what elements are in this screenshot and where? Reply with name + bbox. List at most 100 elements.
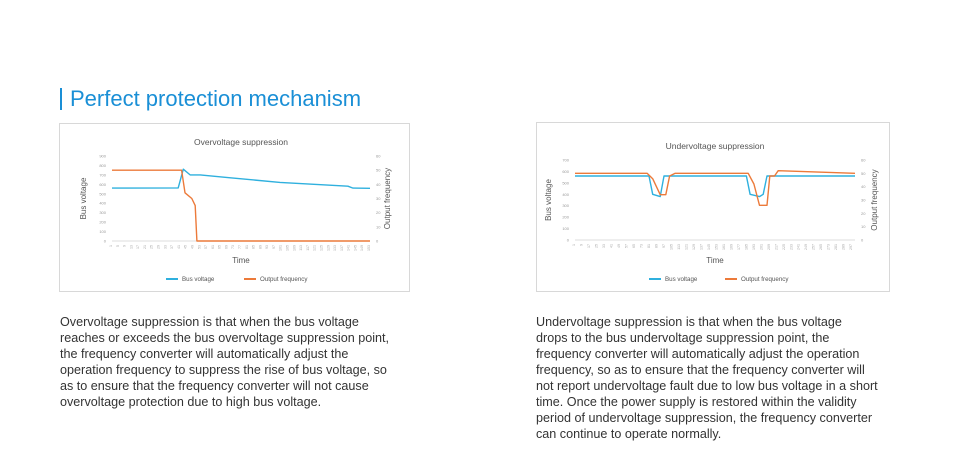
chart-title: Undervoltage suppression [666, 141, 765, 151]
x-tick-label: 281 [834, 244, 838, 250]
x-tick-label: 1 [572, 244, 576, 246]
x-tick-label: 9 [579, 244, 583, 246]
x-tick-label: 121 [684, 244, 688, 250]
y-tick-label: 200 [99, 220, 106, 225]
legend-entry: Bus voltage [182, 276, 215, 283]
x-tick-label: 5 [116, 245, 120, 247]
x-tick-label: 69 [224, 245, 228, 249]
x-tick-label: 225 [782, 244, 786, 250]
y-tick-label: 400 [562, 192, 569, 197]
x-tick-label: 249 [804, 244, 808, 250]
y-tick-label: 900 [99, 154, 106, 159]
y2-tick-label: 0 [376, 239, 379, 244]
x-tick-label: 185 [744, 244, 748, 250]
x-tick-label: 241 [797, 244, 801, 250]
x-tick-label: 145 [353, 245, 357, 251]
legend-entry: Bus voltage [665, 276, 698, 283]
x-tick-label: 9 [123, 245, 127, 247]
x-tick-label: 45 [184, 245, 188, 249]
overvoltage-chart: Overvoltage suppression01002003004005006… [79, 137, 392, 283]
x-tick-label: 49 [617, 244, 621, 248]
legend-entry: Output frequency [260, 276, 308, 283]
x-tick-label: 25 [150, 245, 154, 249]
y-tick-label: 300 [562, 203, 569, 208]
description-line: period of undervoltage suppression, the … [536, 411, 873, 425]
x-tick-label: 1 [109, 245, 113, 247]
x-tick-label: 153 [367, 245, 371, 251]
y2-tick-label: 20 [376, 210, 381, 215]
x-tick-label: 201 [759, 244, 763, 250]
x-tick-label: 137 [340, 245, 344, 251]
x-tick-label: 49 [190, 245, 194, 249]
x-tick-label: 149 [360, 245, 364, 251]
y-tick-label: 600 [562, 169, 569, 174]
x-tick-label: 193 [752, 244, 756, 250]
series-line-output-frequency [575, 170, 856, 207]
y2-tick-label: 10 [861, 224, 866, 229]
x-tick-label: 133 [333, 245, 337, 251]
x-tick-label: 257 [812, 244, 816, 250]
x-tick-label: 73 [639, 244, 643, 248]
x-tick-label: 17 [136, 245, 140, 249]
x-tick-label: 177 [737, 244, 741, 250]
x-tick-label: 161 [722, 244, 726, 250]
series-line-bus-voltage [111, 168, 371, 189]
x-tick-label: 153 [714, 244, 718, 250]
x-tick-label: 81 [245, 245, 249, 249]
y2-tick-label: 0 [861, 238, 864, 243]
x-tick-label: 265 [819, 244, 823, 250]
x-tick-label: 61 [211, 245, 215, 249]
y-tick-label: 200 [562, 215, 569, 220]
description-line: the frequency converter will automatical… [60, 347, 349, 361]
x-tick-label: 125 [319, 245, 323, 251]
x-tick-label: 33 [163, 245, 167, 249]
y-tick-label: 0 [567, 238, 570, 243]
series-line-bus-voltage [575, 175, 855, 198]
description-line: frequency converter will automatically a… [536, 347, 860, 361]
y2-tick-label: 10 [376, 224, 381, 229]
undervoltage-chart: Undervoltage suppression0100200300400500… [544, 141, 879, 283]
description-line: can continue to operate normally. [536, 427, 722, 441]
y-tick-label: 400 [99, 201, 106, 206]
description-line: not report undervoltage fault due to low… [536, 379, 878, 393]
x-tick-label: 145 [707, 244, 711, 250]
x-tick-label: 37 [170, 245, 174, 249]
description-line: operation frequency to suppress the rise… [60, 363, 387, 377]
x-tick-label: 85 [252, 245, 256, 249]
x-tick-label: 121 [313, 245, 317, 251]
x-tick-label: 109 [292, 245, 296, 251]
description-line: overvoltage protection due to high bus v… [60, 395, 322, 409]
y-tick-label: 100 [562, 226, 569, 231]
x-tick-label: 273 [827, 244, 831, 250]
y2-tick-label: 30 [861, 198, 866, 203]
x-tick-label: 65 [218, 245, 222, 249]
x-tick-label: 117 [306, 245, 310, 251]
section-title: Perfect protection mechanism [70, 86, 362, 111]
x-tick-label: 13 [129, 245, 133, 249]
overvoltage-description: Overvoltage suppression is that when the… [60, 314, 400, 410]
x-axis-label: Time [232, 256, 250, 265]
x-tick-label: 89 [654, 244, 658, 248]
x-tick-label: 169 [729, 244, 733, 250]
x-tick-label: 105 [669, 244, 673, 250]
x-tick-label: 129 [692, 244, 696, 250]
x-tick-label: 73 [231, 245, 235, 249]
x-tick-label: 209 [767, 244, 771, 250]
x-tick-label: 57 [624, 244, 628, 248]
y2-tick-label: 60 [376, 154, 381, 159]
undervoltage-description: Undervoltage suppression is that when th… [536, 314, 896, 442]
y-tick-label: 600 [99, 182, 106, 187]
overvoltage-chart-card: Overvoltage suppression 0 100 200 300 400 500 6… [59, 123, 410, 292]
chart-title: Overvoltage suppression [194, 137, 288, 147]
description-line: time. Once the power supply is restored … [536, 395, 857, 409]
x-tick-label: 17 [587, 244, 591, 248]
x-tick-label: 297 [849, 244, 853, 250]
legend-entry: Output frequency [741, 276, 789, 283]
y-tick-label: 300 [99, 210, 106, 215]
y2-tick-label: 50 [861, 171, 866, 176]
x-tick-label: 97 [272, 245, 276, 249]
y2-tick-label: 30 [376, 196, 381, 201]
x-tick-label: 93 [265, 245, 269, 249]
y-tick-label: 800 [99, 163, 106, 168]
y2-tick-label: 40 [376, 182, 381, 187]
